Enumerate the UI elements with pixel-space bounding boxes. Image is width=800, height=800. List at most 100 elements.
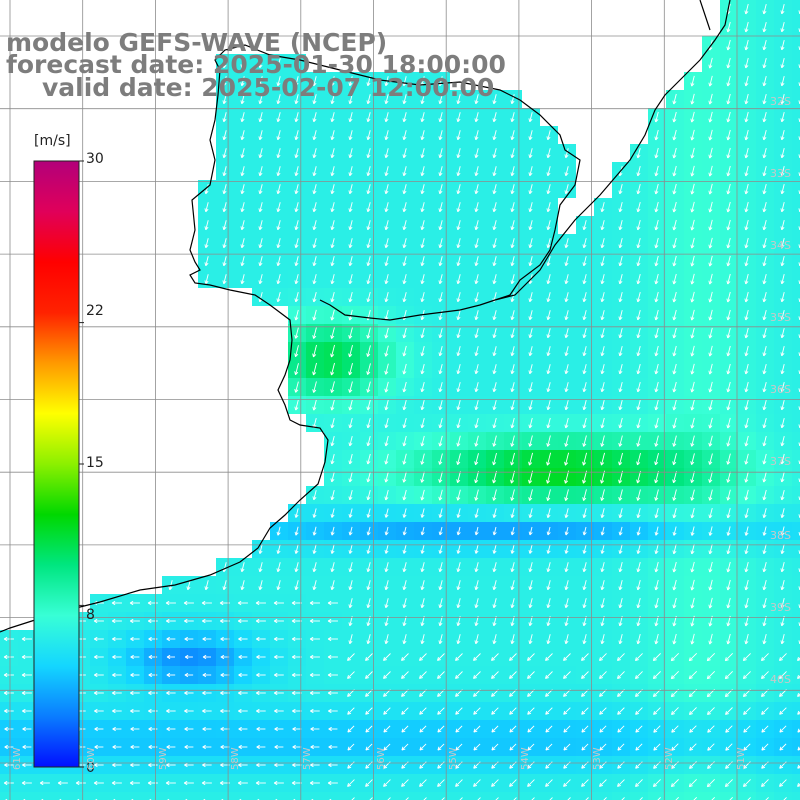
wind-cell (180, 792, 198, 800)
lat-label-39s: 39S (770, 601, 791, 614)
wind-cell (792, 324, 800, 342)
wind-cell (792, 234, 800, 252)
lon-label-57w: 57W (302, 747, 313, 770)
wind-cell (792, 72, 800, 90)
wind-cell (792, 594, 800, 612)
wind-arrow (240, 76, 245, 87)
wind-cell (594, 792, 612, 800)
wind-arrow (708, 57, 713, 69)
wind-arrow (222, 58, 227, 69)
wind-cell (288, 792, 306, 800)
wind-cell (234, 792, 252, 800)
wind-cell (18, 792, 36, 800)
wind-cell (738, 792, 756, 800)
wind-cell (756, 792, 774, 800)
lon-label-51w: 51W (736, 747, 747, 770)
wind-arrow (294, 76, 299, 87)
lat-label-34s: 34S (770, 239, 791, 252)
wind-cell (72, 792, 90, 800)
wind-cell (360, 792, 378, 800)
wind-cell (792, 720, 800, 738)
lon-label-58w: 58W (230, 747, 241, 770)
wind-cell (792, 702, 800, 720)
wind-arrow (780, 58, 785, 69)
wind-arrow (762, 40, 767, 51)
wind-cell (414, 792, 432, 800)
wind-cell (162, 792, 180, 800)
wind-cell (792, 144, 800, 162)
wind-cell (774, 792, 792, 800)
wind-cell (792, 774, 800, 792)
wind-arrow (726, 39, 731, 51)
wind-arrow (222, 76, 227, 87)
wind-cell (252, 792, 270, 800)
wind-cell (792, 18, 800, 36)
lon-label-54w: 54W (520, 747, 531, 770)
wind-cell (630, 792, 648, 800)
wind-cell (792, 108, 800, 126)
lon-label-53w: 53W (592, 747, 603, 770)
wind-arrow (744, 3, 749, 15)
wind-arrow (726, 21, 731, 33)
wind-cell (648, 792, 666, 800)
wind-cell (792, 450, 800, 468)
lon-label-56w: 56W (376, 747, 387, 770)
wind-cell (270, 792, 288, 800)
wind-cell (342, 792, 360, 800)
wind-arrow (258, 58, 263, 69)
wind-arrow (276, 76, 281, 87)
lon-label-60w: 60W (86, 747, 97, 770)
wind-cell (486, 792, 504, 800)
wind-cell (792, 630, 800, 648)
lat-label-35s: 35S (770, 311, 791, 324)
lat-label-37s: 37S (770, 455, 791, 468)
wind-cell (792, 612, 800, 630)
lon-label-55w: 55W (448, 747, 459, 770)
wind-cell (144, 792, 162, 800)
wind-cell (198, 792, 216, 800)
lon-label-61w: 61W (12, 747, 23, 770)
wind-cell (792, 540, 800, 558)
wind-cell (504, 792, 522, 800)
wind-cell (702, 792, 720, 800)
colorbar-tick-22: 22 (86, 303, 104, 319)
wind-arrow (762, 22, 767, 33)
wind-arrow (780, 4, 785, 15)
wind-cell (792, 90, 800, 108)
wind-arrow (312, 76, 317, 87)
wind-arrow (726, 57, 731, 69)
wind-cell (792, 54, 800, 72)
wind-cell (792, 558, 800, 576)
wind-cell (90, 792, 108, 800)
wind-cell (324, 792, 342, 800)
wind-cell (792, 738, 800, 756)
wind-cell (792, 252, 800, 270)
wind-cell (720, 792, 738, 800)
wind-cell (450, 792, 468, 800)
wind-cell (792, 126, 800, 144)
wind-cell (792, 288, 800, 306)
wind-cell (0, 792, 18, 800)
wind-cell (126, 792, 144, 800)
wind-arrow (744, 57, 749, 69)
wind-cell (792, 486, 800, 504)
wind-cell (558, 792, 576, 800)
wind-cell (792, 666, 800, 684)
wind-cell (378, 792, 396, 800)
wind-cell (306, 792, 324, 800)
wind-cell (540, 792, 558, 800)
wind-arrow (744, 21, 749, 33)
wind-cell (54, 792, 72, 800)
wind-cell (792, 684, 800, 702)
wind-cell (792, 378, 800, 396)
wind-cell (666, 792, 684, 800)
lon-label-52w: 52W (664, 747, 675, 770)
colorbar-tick-30: 30 (86, 151, 104, 167)
wind-cell (432, 792, 450, 800)
wind-cell (612, 792, 630, 800)
wind-cell (792, 396, 800, 414)
wind-arrow (330, 76, 335, 87)
wind-arrow (258, 76, 263, 87)
wind-cell (792, 522, 800, 540)
